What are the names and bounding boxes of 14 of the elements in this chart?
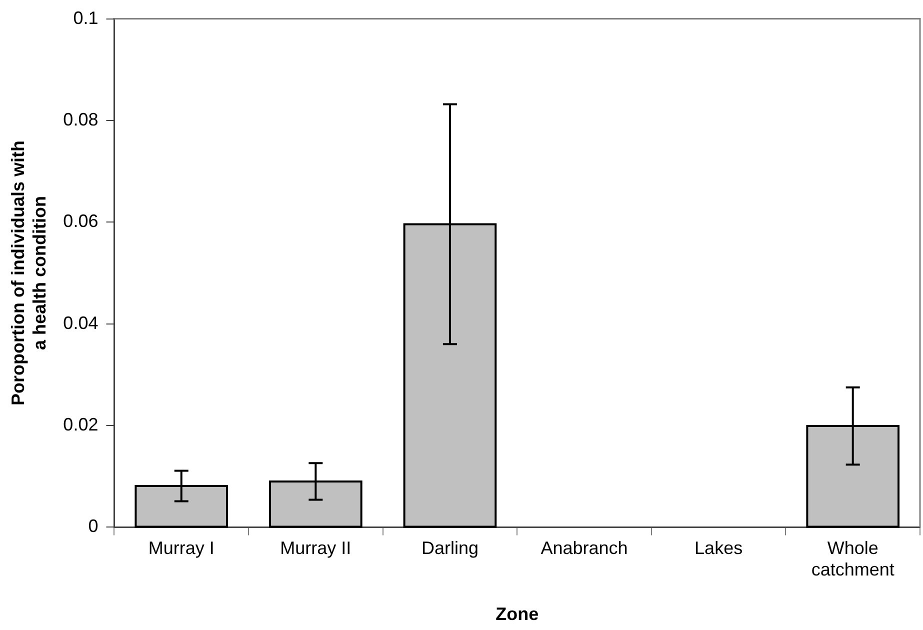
y-tick-label: 0.1 bbox=[73, 8, 98, 28]
y-tick-label: 0.06 bbox=[63, 211, 98, 232]
x-tick-label: Darling bbox=[421, 538, 478, 558]
y-tick-label: 0 bbox=[88, 516, 98, 536]
y-axis-title: Poroportion of individuals with a health condition bbox=[8, 140, 50, 406]
x-tick-label: Whole catchment bbox=[811, 538, 894, 580]
y-tick-label: 0.04 bbox=[63, 312, 98, 333]
y-tick-label: 0.08 bbox=[63, 109, 98, 130]
x-tick-label: Lakes bbox=[694, 538, 743, 558]
x-tick-label: Murray II bbox=[280, 538, 352, 558]
x-axis-title: Zone bbox=[496, 604, 539, 624]
y-tick-label: 0.02 bbox=[63, 414, 98, 434]
x-tick-label: Anabranch bbox=[540, 538, 628, 558]
x-tick-label: Murray I bbox=[148, 538, 214, 558]
